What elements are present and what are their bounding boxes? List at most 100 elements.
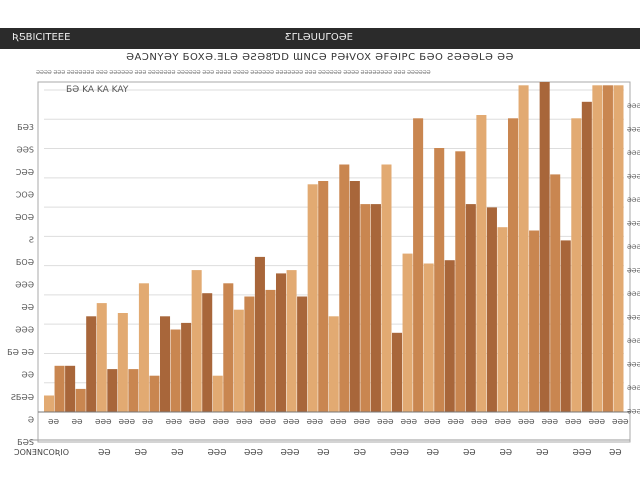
x-tick-label: ƏƏƏ <box>495 418 512 426</box>
bar <box>138 283 149 412</box>
bar <box>128 369 139 412</box>
x-tick-label: ƏƏƏ <box>424 418 441 426</box>
footer-tick-label: ƏƏ <box>171 448 184 457</box>
bar <box>212 375 223 412</box>
bar <box>181 322 192 412</box>
header-left-label: ƦƼBICITEEE <box>12 32 71 43</box>
bar <box>233 309 244 412</box>
bar <box>402 253 413 412</box>
x-tick-label: ƏƏƏ <box>565 418 582 426</box>
x-tick-label: ƏƏƏ <box>612 418 629 426</box>
y-tick-label-right: ƏƏƏ <box>627 291 640 298</box>
bar <box>571 118 582 413</box>
bar <box>592 85 603 413</box>
footer-tick-label: ƏƏƏ <box>281 448 300 457</box>
x-tick-label: ƏƏƏ <box>589 418 606 426</box>
bar <box>75 388 86 412</box>
x-tick-label: ƏƏƏ <box>330 418 347 426</box>
bar <box>202 293 213 412</box>
footer-tick-label: ƏƏ <box>463 448 476 457</box>
y-tick-label-left: ƏƏƏ <box>15 326 34 335</box>
chart-subtitle: ƏƏƏƏ ƏƏƏ ƏƏƏƏƏƏƏ ƏƏƏ ƏƏƏƏƏƏ ƏƏƏ ƏƏƏƏƏƏƏ … <box>36 70 431 76</box>
footer-tick-label: ƏƏ <box>98 448 111 457</box>
bar <box>413 118 424 413</box>
bar <box>434 148 445 412</box>
y-tick-label-left: ƏƏS <box>16 146 34 155</box>
x-tick-label: ƏƏƏ <box>448 418 465 426</box>
bar <box>191 270 202 412</box>
y-tick-label-left: ƆOƏ <box>16 191 34 200</box>
y-tick-label-left: ƏƏ <box>21 371 34 380</box>
y-tick-label-right: ƏƏƏ <box>627 197 640 204</box>
y-tick-label-left: ƧƂƏƏ <box>11 393 34 402</box>
y-tick-label-left: ƏƏƏ <box>15 281 34 290</box>
x-tick-label: ƏƏƏ <box>213 418 230 426</box>
y-tick-label-right: ƏƏƏ <box>627 268 640 275</box>
x-tick-label: ƏƏƏ <box>119 418 136 426</box>
chart-title: ƏAƆNYƏY ƂOXƏ.ƎLƏ ƏƧƏ8ƊD ƜNCƏ PƏƗVOX ƏFƏI… <box>126 52 514 63</box>
footer-tick-label: ƏƏ <box>317 448 330 457</box>
y-tick-label-left: ƆƏƏ <box>16 168 34 177</box>
bar <box>149 375 160 412</box>
footer-tick-label: ƏƏ <box>500 448 513 457</box>
bar <box>539 82 550 412</box>
y-tick-label-right: ƏƏƏ <box>627 127 640 134</box>
y-tick-label-right: ƏƏƏ <box>627 315 640 322</box>
y-tick-label-left: ƂƏ3 <box>17 123 34 132</box>
bar <box>54 365 65 412</box>
bar <box>444 260 455 412</box>
footer-tick-label: ƏƏƏ <box>208 448 227 457</box>
footer-tick-label: ƏƏƏ <box>390 448 409 457</box>
x-tick-label: ƏƏƏ <box>307 418 324 426</box>
bar <box>328 316 339 412</box>
legend-label: ƂƏ KA KA KAY <box>66 85 129 95</box>
y-tick-label-right: ƏƏƏ <box>627 338 640 345</box>
bar <box>96 303 107 412</box>
y-tick-label-left: ƏOƏ <box>15 213 34 222</box>
y-tick-label-left: ƂƏS <box>17 438 34 447</box>
x-tick-label: ƏƏƏ <box>236 418 253 426</box>
bar <box>602 85 613 413</box>
y-tick-label-left: ƏƏ <box>21 303 34 312</box>
footer-tick-label: ƏƏ <box>135 448 148 457</box>
bar <box>529 230 540 412</box>
bar <box>486 207 497 412</box>
x-tick-label: ƏƏƏ <box>95 418 112 426</box>
x-tick-label: ƏƏƏ <box>542 418 559 426</box>
y-tick-label-right: ƏƏƏ <box>627 174 640 181</box>
bar <box>297 296 308 412</box>
footer-tick-label: ƏƏƏ <box>573 448 592 457</box>
footer-tick-label: ƏƏ <box>427 448 440 457</box>
bar <box>160 316 171 412</box>
bar <box>392 332 403 412</box>
bar <box>318 181 329 412</box>
bar <box>381 164 392 412</box>
bar <box>44 395 55 412</box>
bar <box>339 164 350 412</box>
bar <box>455 151 466 413</box>
y-tick-label-right: ƏƏƏ <box>627 385 640 392</box>
bar <box>508 118 519 413</box>
x-tick-label: ƏƏƏ <box>283 418 300 426</box>
x-tick-label: ƏƏ <box>142 418 154 426</box>
y-tick-label-left: Ƨ <box>29 236 34 245</box>
x-axis-label: ƆONƎNCOƦIO <box>14 448 69 457</box>
y-tick-label-left: ƂOƏ <box>16 258 34 267</box>
footer-tick-label: ƏƏ <box>354 448 367 457</box>
footer-tick-label: ƏƏ <box>609 448 622 457</box>
bar <box>465 204 476 412</box>
header-center-label: ƸΓLƏUUΓOƏE <box>285 32 353 43</box>
y-tick-label-right: ƏƏƏ <box>627 409 640 416</box>
bar <box>581 101 592 413</box>
footer-tick-label: ƏƏ <box>536 448 549 457</box>
y-tick-label-left: Ə <box>28 416 34 425</box>
y-tick-label-left: ƂƏ ƏƏ <box>7 348 34 357</box>
bar <box>497 227 508 412</box>
bar <box>550 174 561 412</box>
y-tick-label-right: ƏƏƏ <box>627 150 640 157</box>
x-tick-label: ƏƏƏ <box>189 418 206 426</box>
bar <box>254 256 265 412</box>
bar <box>560 240 571 412</box>
x-tick-label: ƏƏƏ <box>166 418 183 426</box>
